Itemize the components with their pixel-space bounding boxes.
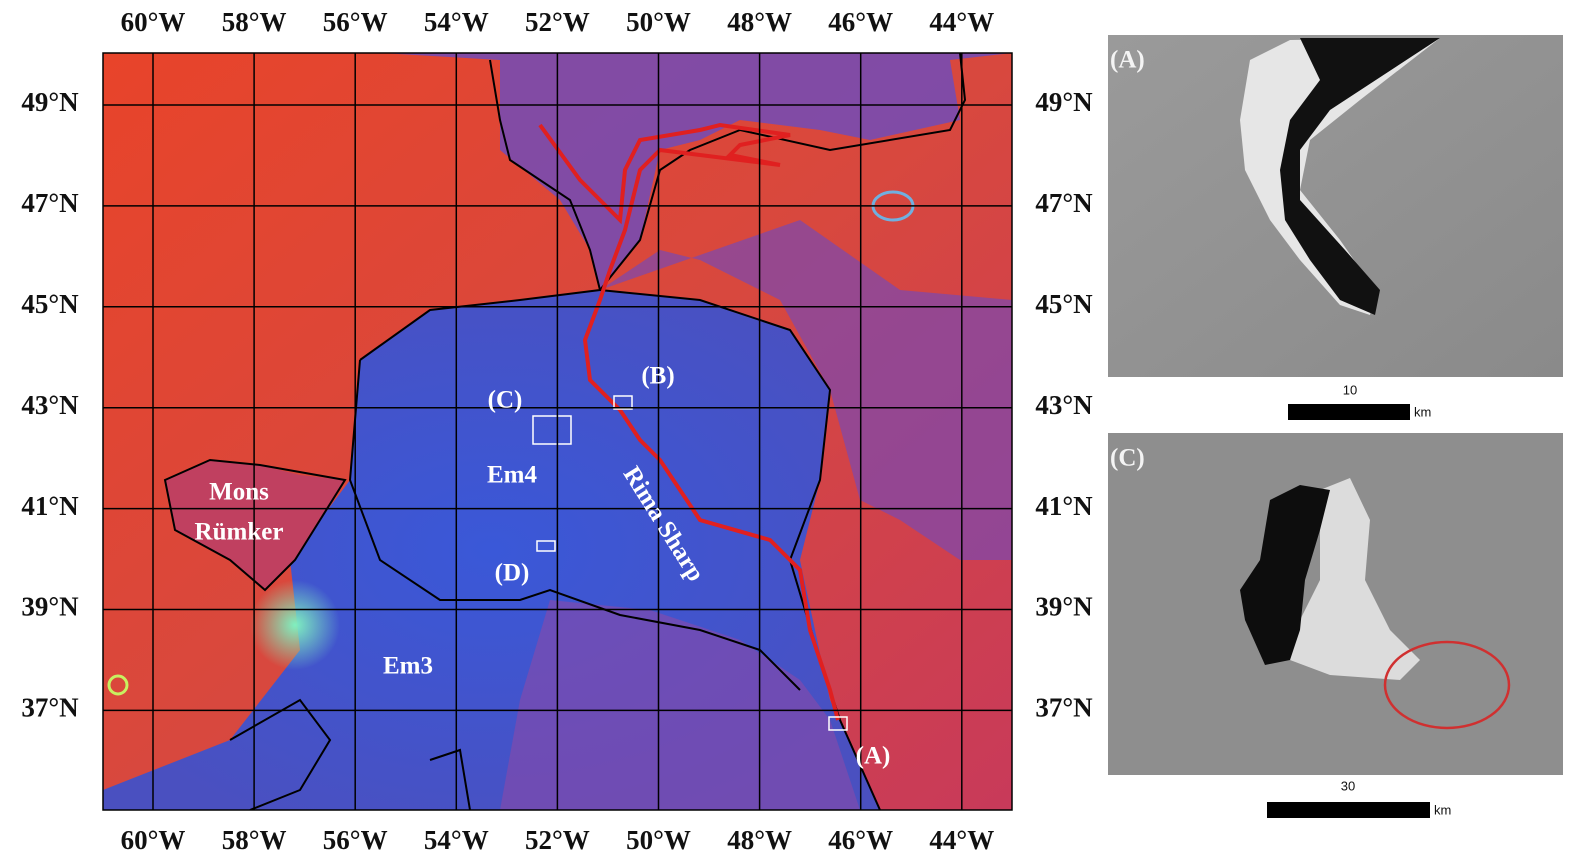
latitude-label: 45°N <box>21 289 79 319</box>
boundary <box>429 748 471 810</box>
panel-a: (A) 10 km <box>1108 35 1563 420</box>
latitude-label: 47°N <box>21 188 79 218</box>
latitude-label: 43°N <box>21 390 79 420</box>
mare-north <box>380 53 1012 290</box>
latitude-label: 37°N <box>21 693 79 723</box>
unit-label: Em4 <box>487 462 538 489</box>
longitude-label: 52°W <box>525 825 590 855</box>
site-a-box <box>828 716 848 731</box>
longitude-label: 46°W <box>828 7 893 37</box>
panel-label: (A) <box>1110 47 1145 74</box>
rille-wall <box>1240 38 1440 315</box>
panel-label: (C) <box>1110 445 1145 472</box>
site-label: (C) <box>488 387 523 414</box>
latitude-label: 49°N <box>1035 87 1093 117</box>
latitude-label: 43°N <box>1035 390 1093 420</box>
study-sites <box>532 395 848 731</box>
site-label: (D) <box>495 560 530 587</box>
crater <box>107 674 129 696</box>
longitude-label: 54°W <box>424 825 489 855</box>
longitude-label: 56°W <box>323 825 388 855</box>
longitude-label: 50°W <box>626 825 691 855</box>
scale-bar <box>1267 802 1430 818</box>
site-label: (A) <box>856 743 891 770</box>
longitude-label: 58°W <box>222 825 287 855</box>
site-d-box <box>536 540 556 552</box>
mare-south <box>500 600 860 810</box>
map-frame <box>102 52 1013 811</box>
longitude-label: 60°W <box>121 7 186 37</box>
panel-c: (C) 30 km <box>1108 433 1563 818</box>
rille-shadow <box>1280 38 1440 315</box>
graticule-labels: 60°W 60°W 58°W 58°W 56°W 56°W 54°W 54°W 52°W 52°W… <box>21 7 1093 855</box>
latitude-label: 37°N <box>1035 693 1093 723</box>
boundary <box>163 458 347 592</box>
site-b-box <box>613 395 633 410</box>
longitude-label: 44°W <box>929 7 994 37</box>
site-label: (B) <box>641 363 674 390</box>
longitude-label: 54°W <box>424 7 489 37</box>
longitude-label: 48°W <box>727 825 792 855</box>
site-c-box <box>532 415 572 445</box>
longitude-label: 60°W <box>121 825 186 855</box>
boundary <box>599 53 967 291</box>
longitude-label: 56°W <box>323 7 388 37</box>
scale-bar <box>1288 404 1410 420</box>
boundary <box>348 359 801 691</box>
boundary <box>229 698 332 810</box>
bright-crater <box>250 580 340 670</box>
mare-east <box>600 220 1012 560</box>
longitude-label: 46°W <box>828 825 893 855</box>
latitude-label: 41°N <box>1035 491 1093 521</box>
graticule <box>103 53 1012 810</box>
longitude-label: 50°W <box>626 7 691 37</box>
latitude-label: 47°N <box>1035 188 1093 218</box>
feature-label: Rümker <box>195 519 284 546</box>
scale-value: 10 <box>1343 382 1357 397</box>
pit-wall <box>1290 478 1420 680</box>
latitude-label: 39°N <box>21 592 79 622</box>
latitude-label: 45°N <box>1035 289 1093 319</box>
scale-value: 30 <box>1341 778 1355 793</box>
rima-sharp-trace <box>538 122 840 721</box>
longitude-label: 58°W <box>222 7 287 37</box>
latitude-label: 49°N <box>21 87 79 117</box>
map: (C) (B) Em4 Rima Sharp Mons Rümker (D) E… <box>103 53 1012 810</box>
scale-unit: km <box>1414 404 1431 419</box>
mons-rumker-region <box>165 460 345 590</box>
longitude-label: 52°W <box>525 7 590 37</box>
pit-shadow <box>1240 485 1330 665</box>
latitude-label: 39°N <box>1035 592 1093 622</box>
scale-unit: km <box>1434 802 1451 817</box>
feature-label: Mons <box>209 479 269 506</box>
latitude-label: 41°N <box>21 491 79 521</box>
unit-label: Em3 <box>383 653 433 680</box>
longitude-label: 48°W <box>727 7 792 37</box>
longitude-label: 44°W <box>929 825 994 855</box>
highlight-ellipse <box>1383 640 1511 730</box>
